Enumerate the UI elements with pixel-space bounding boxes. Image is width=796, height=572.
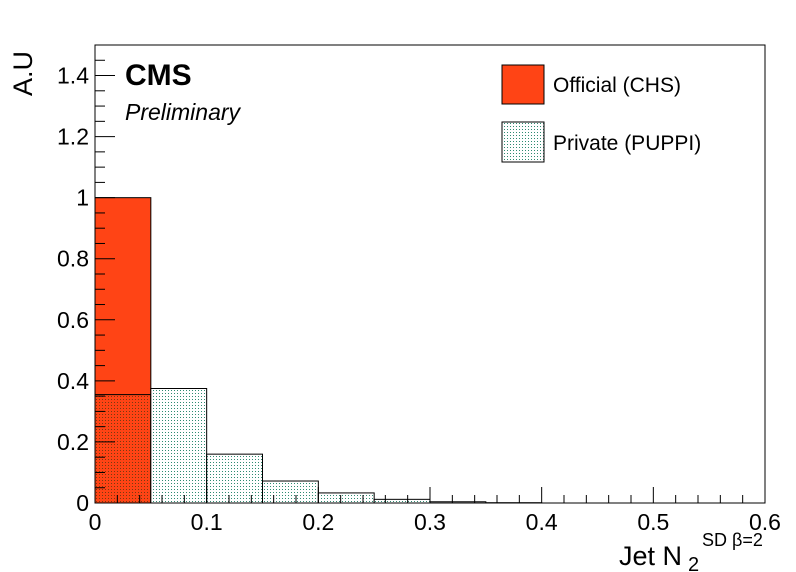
x-axis-title-superscript: SD β=2 [702, 530, 763, 550]
legend-label-official: Official (CHS) [553, 74, 681, 97]
y-tick-label: 1.4 [57, 63, 89, 89]
legend-label-private: Private (PUPPI) [553, 132, 701, 155]
y-tick-label: 0.2 [57, 429, 89, 455]
x-axis-title-subscript: 2 [688, 554, 699, 572]
bars-layer [94, 197, 543, 504]
bar-private-bin-2 [206, 453, 264, 504]
y-axis-title: A.U [8, 51, 38, 96]
x-tick-label: 0.1 [191, 509, 223, 535]
bar-private-bin-1 [150, 388, 208, 504]
bar-private-bin-3 [262, 480, 319, 504]
cms-label: CMS [125, 59, 192, 92]
tick-labels: 0 0.1 0.2 0.3 0.4 0.5 0.6 0 0.2 0.4 0.6 0.8 1 1.2 1.4 [57, 63, 781, 535]
y-tick-label: 0.4 [57, 368, 89, 394]
legend: Official (CHS) Private (PUPPI) [501, 64, 701, 163]
bar-private-bin-0 [94, 394, 152, 504]
bar-private-bin-4 [317, 492, 375, 504]
preliminary-label: Preliminary [125, 99, 242, 125]
y-tick-label: 1 [76, 185, 89, 211]
x-tick-label: 0 [89, 509, 102, 535]
x-axis-title-main: Jet N [619, 541, 682, 571]
x-tick-label: 0.4 [526, 509, 558, 535]
legend-swatch-official [501, 64, 545, 105]
y-tick-label: 0 [76, 490, 89, 516]
x-tick-label: 0.3 [414, 509, 446, 535]
bar-private-bin-5 [373, 498, 431, 504]
y-tick-label: 0.6 [57, 307, 89, 333]
x-axis-title: Jet N 2 SD β=2 [619, 530, 763, 572]
axis-ticks [94, 44, 766, 504]
x-tick-label: 0.5 [637, 509, 669, 535]
legend-swatch-private [501, 121, 545, 163]
x-tick-label: 0.6 [749, 509, 781, 535]
x-tick-label: 0.2 [302, 509, 334, 535]
y-tick-label: 0.8 [57, 246, 89, 272]
y-tick-label: 1.2 [57, 124, 89, 150]
